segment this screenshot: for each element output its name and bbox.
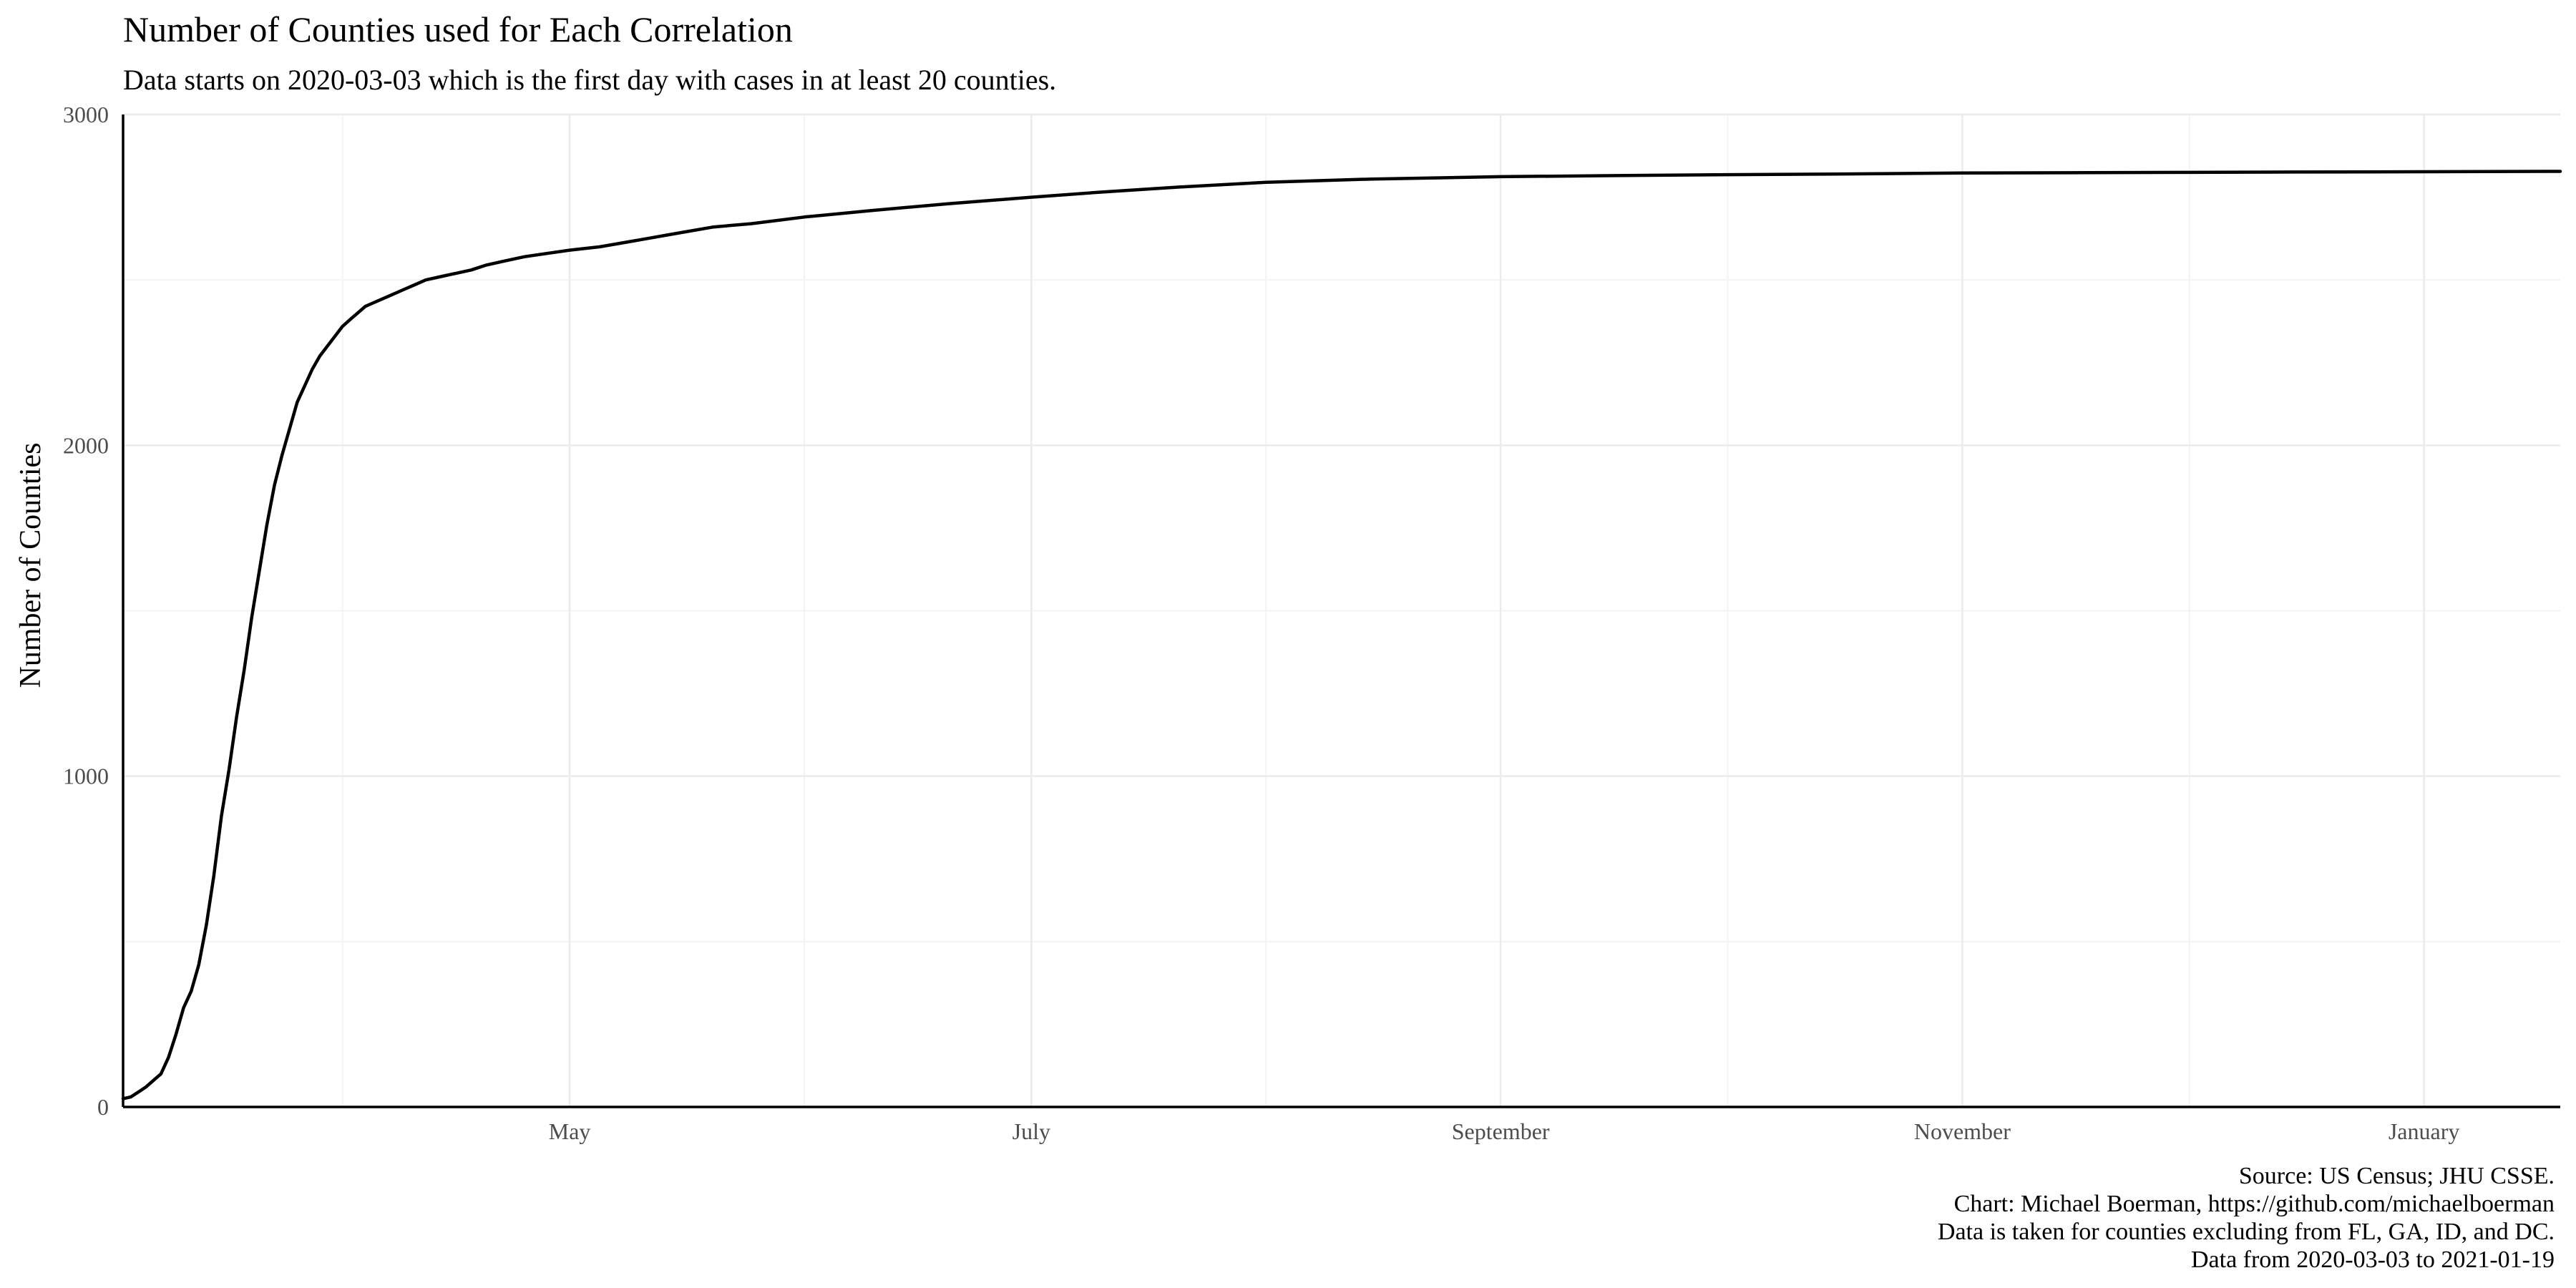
y-tick-label: 2000 [63, 432, 109, 458]
caption-note: Data is taken for counties excluding fro… [1938, 1219, 2555, 1245]
y-tick-label: 3000 [63, 102, 109, 127]
x-tick-label: July [1013, 1118, 1050, 1144]
caption-date-range: Data from 2020-03-03 to 2021-01-19 [2191, 1246, 2555, 1273]
grid-layer [123, 113, 2560, 1108]
tick-labels: 0 1000 2000 3000 May July September November Jan… [63, 102, 2459, 1144]
series-line [121, 170, 2562, 1101]
caption-source: Source: US Census; JHU CSSE. [2239, 1163, 2555, 1189]
x-tick-label: November [1914, 1118, 2011, 1144]
x-tick-label: September [1452, 1118, 1550, 1144]
y-axis-title: Number of Counties [14, 443, 47, 688]
chart-subtitle: Data starts on 2020-03-03 which is the f… [123, 64, 1056, 96]
x-tick-label: January [2389, 1118, 2460, 1144]
caption-author: Chart: Michael Boerman, https://github.c… [1954, 1191, 2555, 1217]
y-tick-label: 0 [97, 1094, 109, 1120]
chart-title: Number of Counties used for Each Correla… [123, 9, 793, 49]
x-tick-label: May [549, 1118, 591, 1144]
y-tick-label: 1000 [63, 763, 109, 789]
